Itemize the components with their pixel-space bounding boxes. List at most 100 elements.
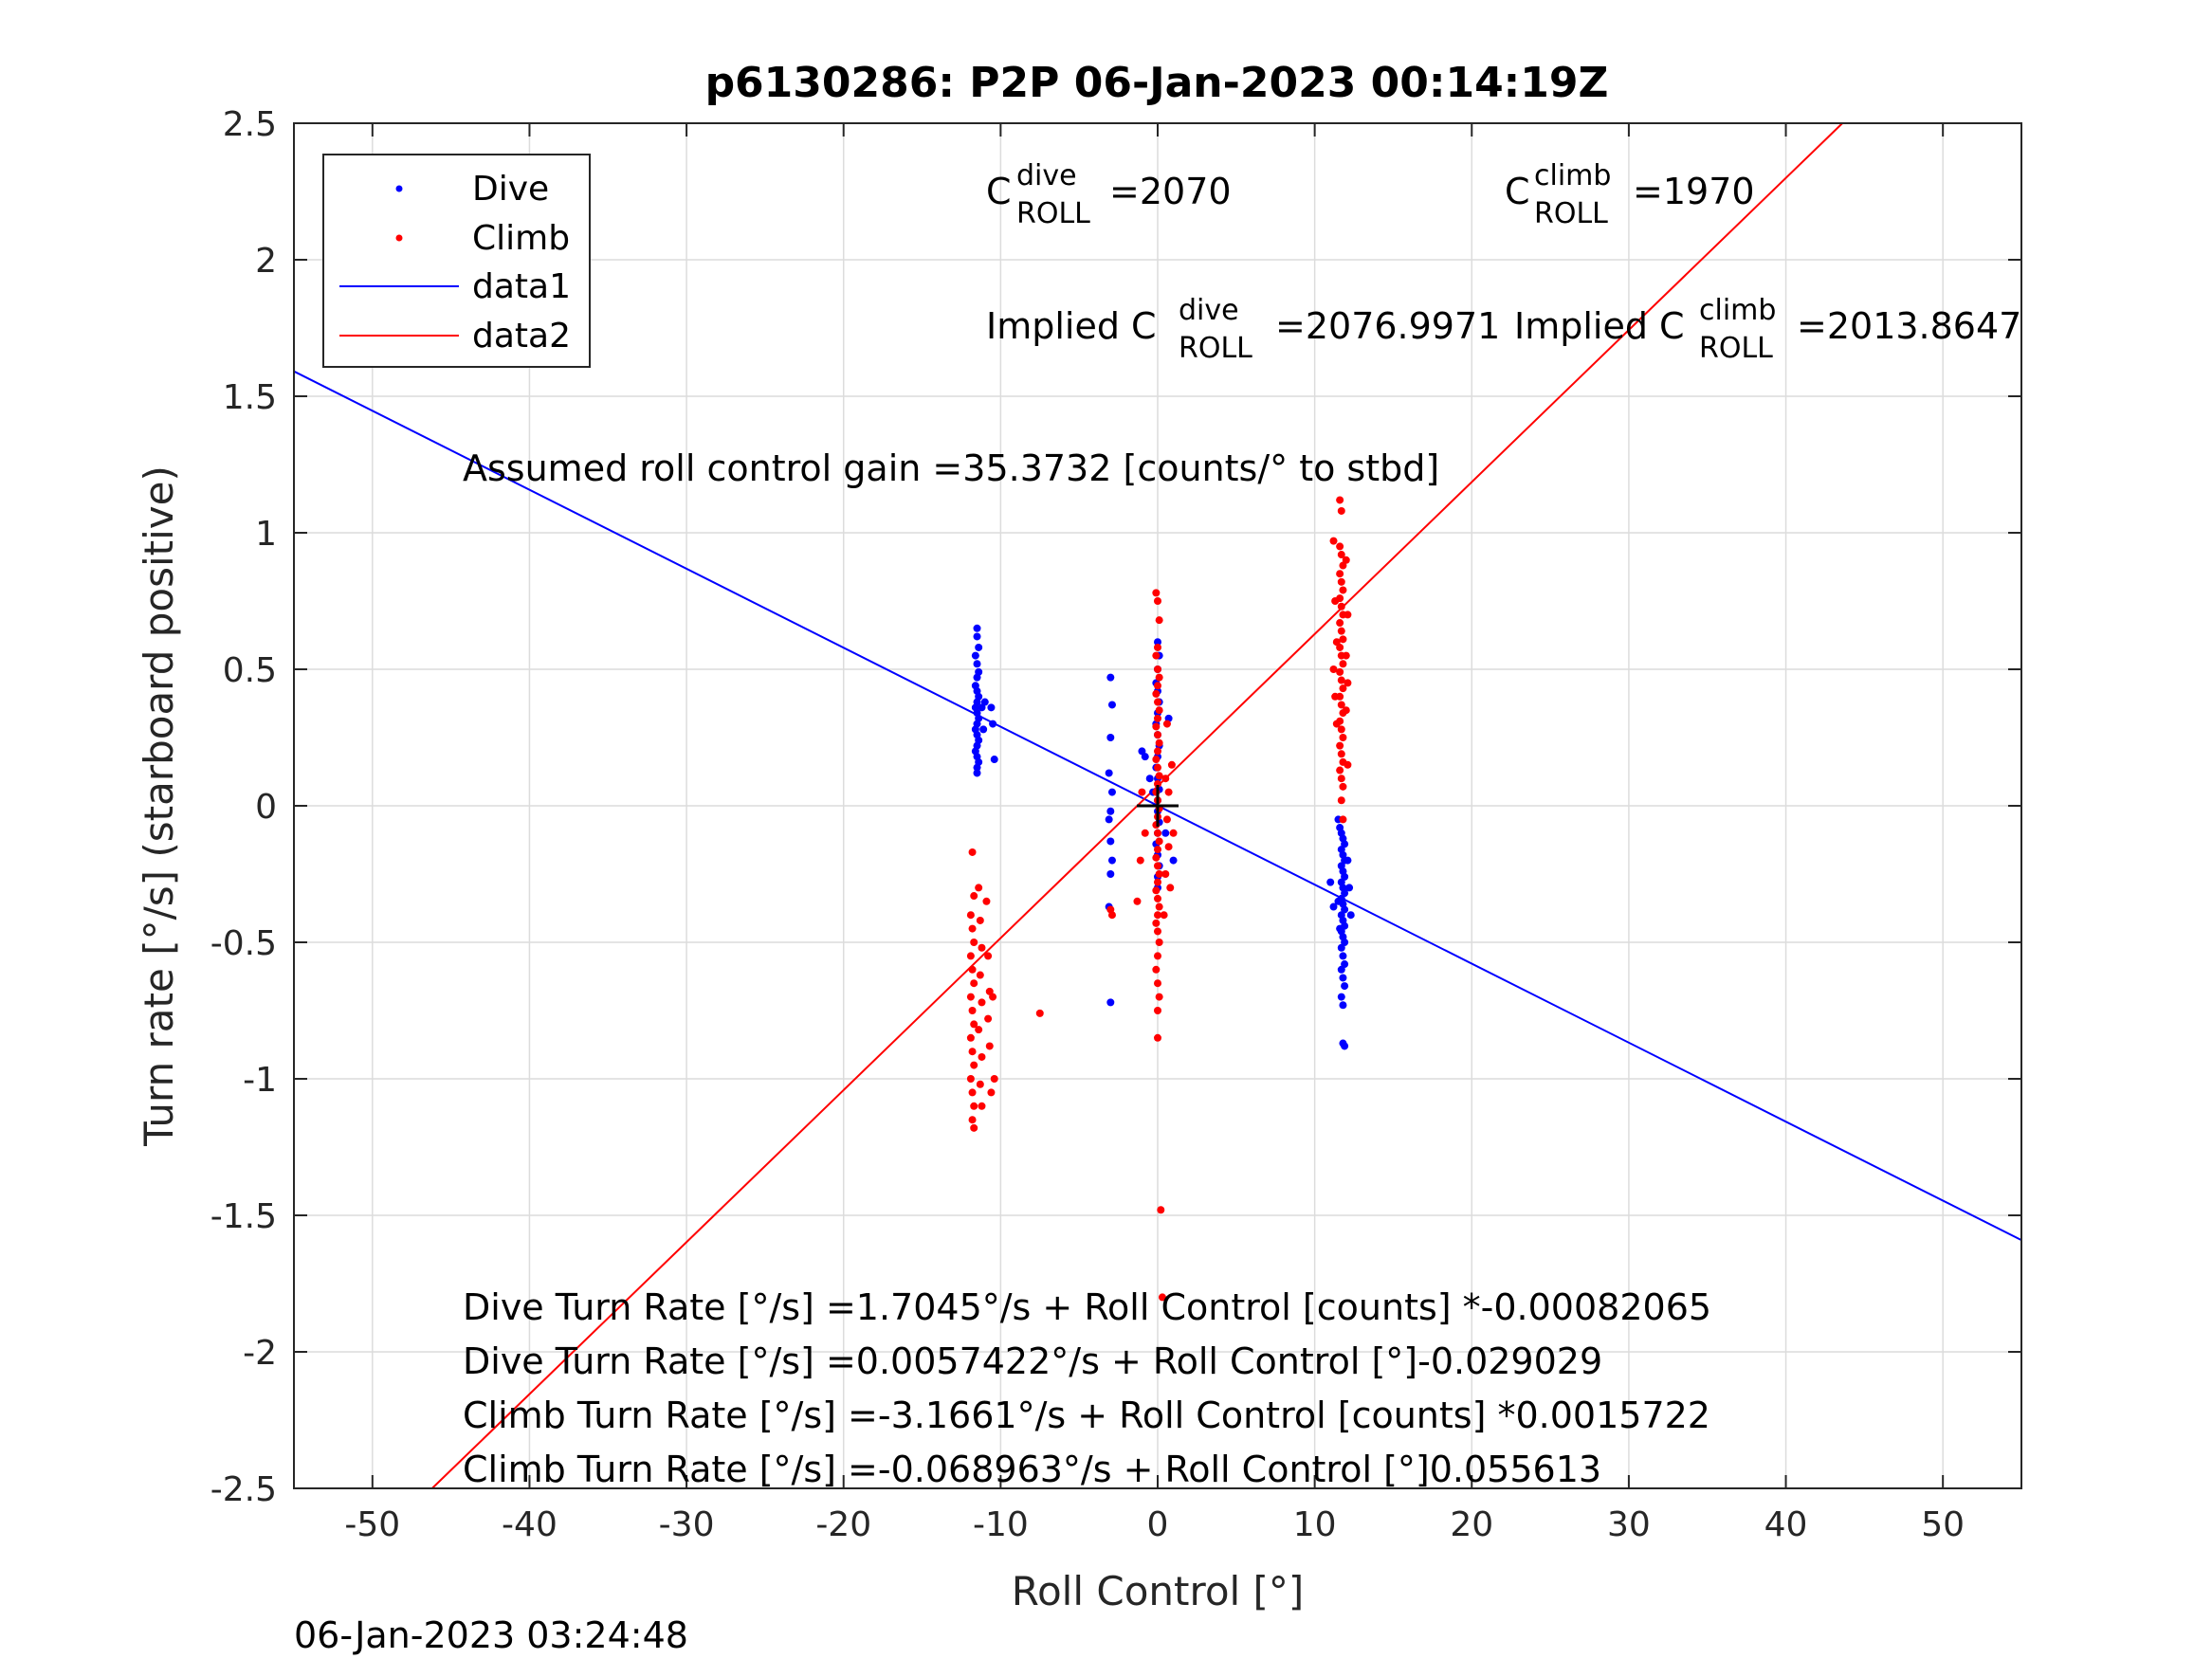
climb-point <box>984 952 993 960</box>
climb-point <box>1154 846 1161 854</box>
climb-point <box>1164 843 1173 851</box>
legend-label-climb: Climb <box>472 219 570 258</box>
climb-point <box>1154 894 1161 902</box>
climb-point <box>1152 689 1161 698</box>
climb-point <box>968 1116 977 1124</box>
climb-point <box>1337 627 1345 635</box>
climb-point <box>1336 542 1344 551</box>
climb-point <box>966 1075 975 1083</box>
dive-point <box>1339 952 1347 960</box>
c-roll-climb-prefix: C <box>1505 171 1530 212</box>
climb-point <box>1155 772 1163 780</box>
climb-point <box>1155 837 1163 846</box>
climb-point <box>1154 698 1161 706</box>
x-tick-label: -20 <box>815 1505 871 1544</box>
climb-point <box>1155 616 1163 625</box>
climb-point <box>970 1123 978 1132</box>
climb-points <box>966 496 1352 1302</box>
dive-point <box>1106 837 1115 846</box>
dive-point <box>1339 1001 1347 1010</box>
dive-point <box>1337 993 1345 1001</box>
dive-point <box>1106 998 1115 1007</box>
dive-point <box>1339 974 1347 982</box>
climb-point <box>968 1007 977 1014</box>
climb-point <box>970 1020 978 1029</box>
dive-point <box>990 756 998 764</box>
dive-point <box>1106 870 1115 878</box>
dive-point <box>979 725 988 734</box>
dive-point <box>971 651 979 660</box>
dive-point <box>1154 638 1161 647</box>
climb-point <box>1154 597 1161 605</box>
climb-point <box>1339 635 1347 644</box>
x-tick-label: 50 <box>1921 1505 1965 1544</box>
c-roll-climb-annotation: C climb ROLL =1970 <box>1505 159 1755 230</box>
legend-marker-climb <box>395 234 403 242</box>
climb-point <box>984 1014 993 1023</box>
climb-point <box>1161 775 1170 783</box>
climb-point <box>1155 673 1163 682</box>
dive-point <box>980 698 989 706</box>
x-tick-label: 40 <box>1764 1505 1808 1544</box>
origin-marker <box>1137 785 1179 827</box>
climb-point <box>1339 660 1347 668</box>
climb-point <box>970 939 978 946</box>
climb-point <box>1161 870 1170 878</box>
dive-point <box>1337 965 1345 974</box>
dive-equation-degrees: Dive Turn Rate [°/s] =0.0057422°/s + Rol… <box>463 1340 1602 1382</box>
x-tick-label: 30 <box>1607 1505 1651 1544</box>
x-axis-label: Roll Control [°] <box>1012 1568 1305 1614</box>
climb-point <box>968 924 977 933</box>
climb-point <box>990 1075 998 1083</box>
x-tick-label: -10 <box>973 1505 1029 1544</box>
climb-equation-counts: Climb Turn Rate [°/s] =-3.1661°/s + Roll… <box>463 1395 1710 1436</box>
climb-point <box>1337 796 1345 805</box>
dive-point <box>1107 701 1116 709</box>
y-tick-label: -0.5 <box>210 924 277 963</box>
climb-point <box>1337 676 1345 684</box>
climb-point <box>1337 775 1345 783</box>
climb-point <box>975 1026 983 1034</box>
y-tick-label: 2.5 <box>223 105 277 144</box>
climb-point <box>1152 756 1161 764</box>
y-tick-label: -1 <box>243 1061 277 1100</box>
dive-point <box>973 660 981 668</box>
legend-label-data2: data2 <box>472 317 571 356</box>
implied-climb-value: =2013.8647 <box>1797 305 2021 347</box>
climb-point <box>1154 927 1161 936</box>
climb-point <box>1162 815 1171 824</box>
climb-point <box>1337 506 1345 515</box>
dive-point <box>973 673 981 682</box>
dive-point <box>1145 775 1154 783</box>
climb-point <box>966 952 975 960</box>
legend-marker-dive <box>395 185 403 192</box>
climb-point <box>982 897 991 905</box>
climb-point <box>1154 1033 1161 1042</box>
climb-point <box>1152 722 1161 731</box>
climb-point <box>1339 734 1347 741</box>
c-roll-dive-sub: ROLL <box>1016 197 1090 230</box>
legend: Dive Climb data1 data2 <box>322 154 591 368</box>
climb-point <box>1154 731 1161 739</box>
climb-point <box>968 1048 977 1056</box>
climb-point <box>1154 1007 1161 1014</box>
legend-label-dive: Dive <box>472 170 549 209</box>
dive-point <box>1106 734 1115 741</box>
climb-point <box>1339 782 1347 791</box>
implied-climb-prefix: Implied C <box>1514 305 1685 347</box>
climb-point <box>1167 760 1176 769</box>
climb-point <box>966 911 975 920</box>
climb-point <box>1329 537 1338 545</box>
climb-point <box>1155 738 1163 747</box>
climb-point <box>989 993 997 1001</box>
climb-point <box>1336 619 1344 628</box>
dive-point <box>1105 815 1113 824</box>
c-roll-climb-value: =1970 <box>1633 171 1755 212</box>
climb-point <box>1160 911 1168 920</box>
dive-point <box>1107 856 1116 865</box>
climb-point <box>975 884 983 892</box>
climb-point <box>1336 766 1344 775</box>
climb-point <box>1152 919 1161 927</box>
x-tick-label: 20 <box>1450 1505 1493 1544</box>
